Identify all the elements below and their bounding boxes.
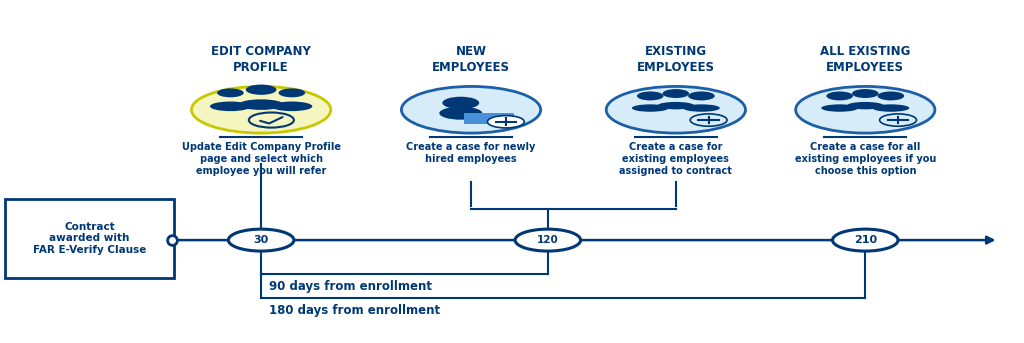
Circle shape (279, 88, 305, 97)
FancyBboxPatch shape (5, 199, 174, 278)
Text: ALL EXISTING
EMPLOYEES: ALL EXISTING EMPLOYEES (820, 45, 910, 74)
Text: Contract
awarded with
FAR E-Verify Clause: Contract awarded with FAR E-Verify Claus… (33, 222, 146, 255)
Ellipse shape (657, 102, 694, 109)
Circle shape (191, 86, 331, 133)
Ellipse shape (210, 102, 251, 111)
Ellipse shape (439, 107, 482, 120)
Circle shape (688, 92, 715, 100)
Circle shape (833, 229, 898, 251)
Text: EXISTING
EMPLOYEES: EXISTING EMPLOYEES (637, 45, 715, 74)
Text: Create a case for all
existing employees if you
choose this option: Create a case for all existing employees… (795, 142, 936, 176)
Circle shape (246, 84, 276, 95)
Text: Update Edit Company Profile
page and select which
employee you will refer: Update Edit Company Profile page and sel… (181, 142, 341, 176)
Ellipse shape (821, 104, 858, 112)
Ellipse shape (683, 104, 720, 112)
Circle shape (796, 86, 935, 133)
Ellipse shape (872, 104, 909, 112)
Ellipse shape (271, 102, 312, 111)
Text: Create a case for
existing employees
assigned to contract: Create a case for existing employees ass… (620, 142, 732, 176)
Text: EDIT COMPANY
PROFILE: EDIT COMPANY PROFILE (211, 45, 311, 74)
Circle shape (487, 116, 524, 128)
Circle shape (606, 86, 745, 133)
Circle shape (442, 97, 479, 109)
Text: 120: 120 (537, 235, 559, 245)
Circle shape (515, 229, 581, 251)
Circle shape (217, 88, 244, 97)
Circle shape (663, 89, 689, 98)
Text: 210: 210 (854, 235, 877, 245)
Circle shape (401, 86, 541, 133)
Text: Create a case for newly
hired employees: Create a case for newly hired employees (407, 142, 536, 164)
Text: NEW
EMPLOYEES: NEW EMPLOYEES (432, 45, 510, 74)
Circle shape (826, 92, 853, 100)
Text: 90 days from enrollment: 90 days from enrollment (269, 280, 432, 293)
Circle shape (690, 114, 727, 126)
Circle shape (228, 229, 294, 251)
Circle shape (249, 113, 294, 128)
Text: 30: 30 (254, 235, 268, 245)
Circle shape (852, 89, 879, 98)
Circle shape (878, 92, 904, 100)
Text: 180 days from enrollment: 180 days from enrollment (269, 304, 440, 317)
FancyBboxPatch shape (464, 113, 514, 124)
Ellipse shape (239, 99, 284, 110)
Ellipse shape (632, 104, 669, 112)
Ellipse shape (847, 102, 884, 109)
Circle shape (880, 114, 916, 126)
Circle shape (637, 92, 664, 100)
